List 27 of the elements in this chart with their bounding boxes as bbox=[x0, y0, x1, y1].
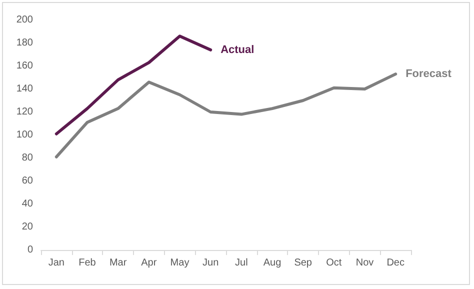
x-tick-label: Oct bbox=[326, 258, 342, 268]
line-series bbox=[54, 34, 212, 136]
x-tick-label: Mar bbox=[109, 258, 128, 268]
x-tick-label: Feb bbox=[78, 258, 96, 268]
y-tick-label: 180 bbox=[16, 38, 34, 48]
y-tick-label: 60 bbox=[22, 176, 34, 186]
x-tick-label: Jul bbox=[235, 258, 248, 268]
y-tick-label: 40 bbox=[22, 198, 34, 210]
y-tick-label: 80 bbox=[22, 152, 34, 164]
x-tick-label: Nov bbox=[356, 258, 374, 268]
x-tick-label: Jan bbox=[48, 258, 64, 268]
y-tick-label: 200 bbox=[16, 14, 34, 26]
y-tick-label: 160 bbox=[16, 60, 34, 72]
y-tick-label: 140 bbox=[16, 84, 34, 94]
line-series bbox=[54, 72, 398, 158]
x-tick-label: May bbox=[170, 258, 190, 268]
x-tick-label: Dec bbox=[386, 258, 404, 268]
series-label: Actual bbox=[220, 44, 254, 56]
x-tick-label: Aug bbox=[263, 258, 282, 268]
x-tick-label: Jun bbox=[202, 258, 219, 268]
x-tick-label: Apr bbox=[141, 258, 158, 268]
y-tick-label: 20 bbox=[22, 222, 34, 232]
series-label: Forecast bbox=[406, 68, 452, 80]
y-tick-label: 100 bbox=[16, 130, 34, 140]
y-tick-label: 120 bbox=[16, 106, 34, 118]
x-tick-label: Sep bbox=[294, 258, 312, 268]
y-tick-label: 0 bbox=[27, 244, 34, 256]
